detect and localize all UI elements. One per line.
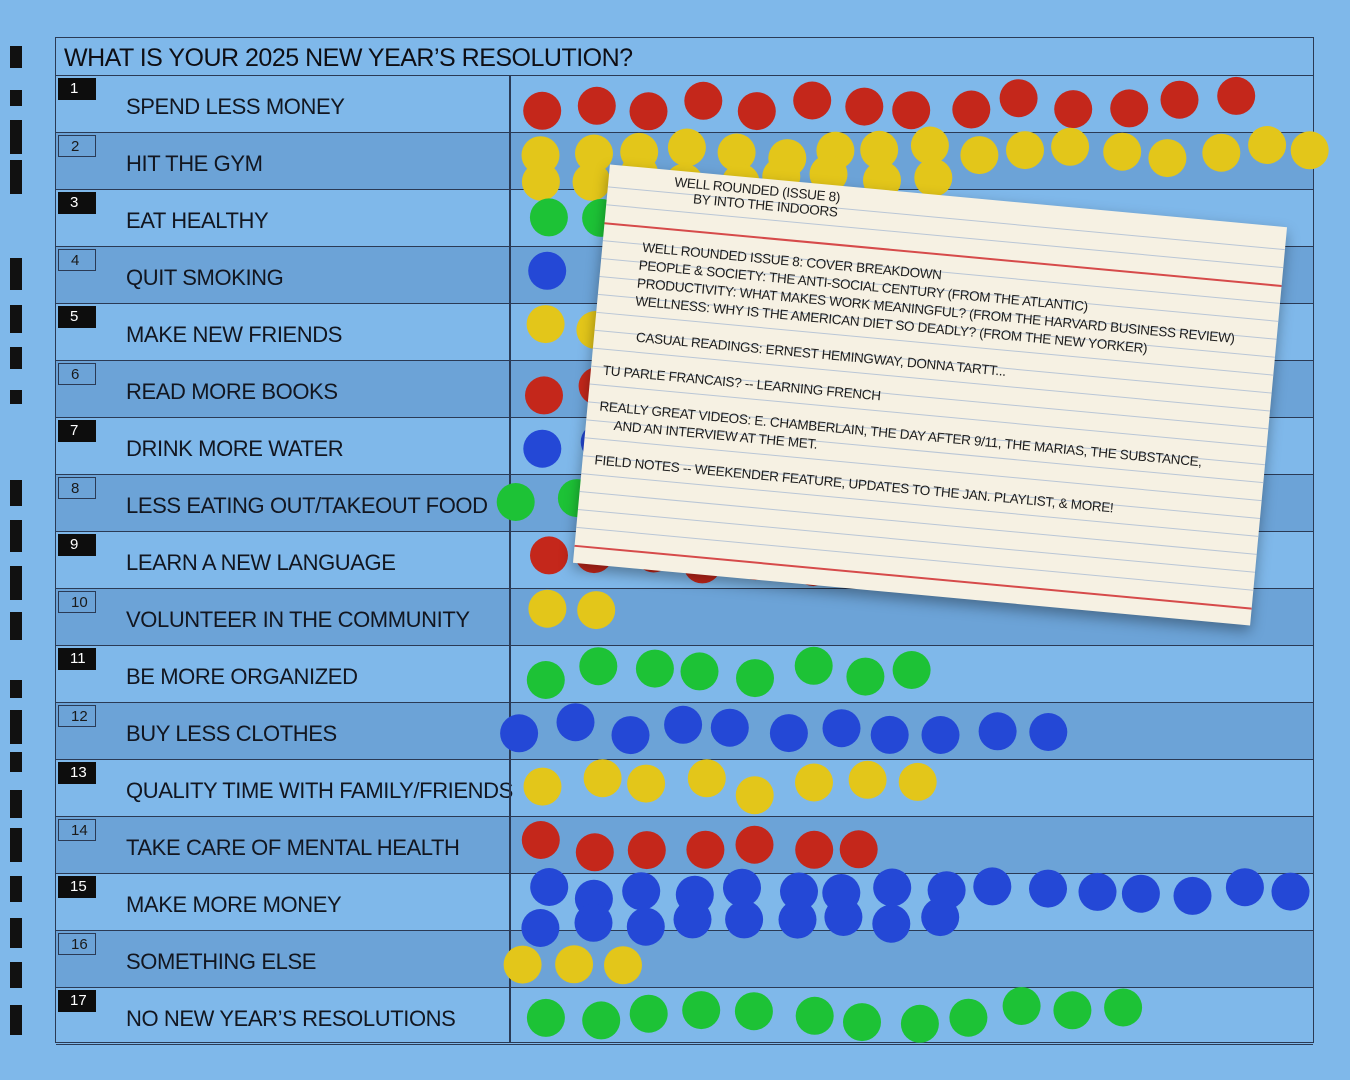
row-label: EAT HEALTHY	[126, 208, 269, 233]
row-number: 4	[58, 249, 96, 271]
edge-mark	[10, 305, 22, 333]
row-number: 5	[58, 306, 96, 328]
edge-mark	[10, 1005, 22, 1035]
edge-mark	[10, 962, 22, 988]
row-label: TAKE CARE OF MENTAL HEALTH	[126, 835, 460, 860]
resolution-row: 9 LEARN A NEW LANGUAGE	[56, 532, 1313, 589]
row-number: 10	[58, 591, 96, 613]
index-card: WELL ROUNDED (ISSUE 8) BY INTO THE INDOOR…	[572, 164, 1288, 626]
resolution-row: 13 QUALITY TIME WITH FAMILY/FRIENDS	[56, 760, 1313, 817]
row-label: VOLUNTEER IN THE COMMUNITY	[126, 607, 470, 632]
row-number: 17	[58, 990, 96, 1012]
edge-mark	[10, 876, 22, 902]
resolution-row: 16 SOMETHING ELSE	[56, 931, 1313, 988]
edge-mark	[10, 390, 22, 404]
row-label: QUALITY TIME WITH FAMILY/FRIENDS	[126, 778, 513, 803]
row-label: READ MORE BOOKS	[126, 379, 338, 404]
row-label: BE MORE ORGANIZED	[126, 664, 358, 689]
edge-mark	[10, 612, 22, 640]
edge-mark	[10, 752, 22, 772]
edge-mark	[10, 160, 22, 194]
edge-mark	[10, 566, 22, 600]
row-label: SOMETHING ELSE	[126, 949, 316, 974]
row-label: MAKE MORE MONEY	[126, 892, 342, 917]
edge-mark	[10, 120, 22, 154]
row-number: 13	[58, 762, 96, 784]
row-number: 2	[58, 135, 96, 157]
card-rule-line	[577, 508, 1256, 573]
edge-mark	[10, 520, 22, 552]
column-divider	[509, 76, 511, 1042]
row-label: HIT THE GYM	[126, 151, 263, 176]
resolution-row: 14 TAKE CARE OF MENTAL HEALTH	[56, 817, 1313, 874]
edge-mark	[10, 790, 22, 818]
row-number: 15	[58, 876, 96, 898]
card-rule-line	[579, 491, 1257, 555]
row-number: 9	[58, 534, 96, 556]
row-label: SPEND LESS MONEY	[126, 94, 345, 119]
edge-mark	[10, 90, 22, 106]
edge-mark	[10, 46, 22, 68]
edge-mark	[10, 680, 22, 698]
edge-mark	[10, 258, 22, 290]
row-number: 14	[58, 819, 96, 841]
edge-mark	[10, 828, 22, 862]
row-label: MAKE NEW FRIENDS	[126, 322, 343, 347]
row-number: 16	[58, 933, 96, 955]
board-title: WHAT IS YOUR 2025 NEW YEAR’S RESOLUTION?	[56, 38, 1313, 76]
row-label: LESS EATING OUT/TAKEOUT FOOD	[126, 493, 488, 518]
resolution-row: 11 BE MORE ORGANIZED	[56, 646, 1313, 703]
row-number: 3	[58, 192, 96, 214]
row-number: 8	[58, 477, 96, 499]
row-label: NO NEW YEAR’S RESOLUTIONS	[126, 1006, 456, 1031]
row-label: BUY LESS CLOTHES	[126, 721, 337, 746]
edge-mark	[10, 710, 22, 744]
row-number: 6	[58, 363, 96, 385]
row-number: 7	[58, 420, 96, 442]
edge-mark	[10, 918, 22, 948]
row-label: LEARN A NEW LANGUAGE	[126, 550, 396, 575]
edge-mark	[10, 480, 22, 506]
row-number: 1	[58, 78, 96, 100]
row-label: DRINK MORE WATER	[126, 436, 344, 461]
resolution-row: 12 BUY LESS CLOTHES	[56, 703, 1313, 760]
resolution-row: 1 SPEND LESS MONEY	[56, 76, 1313, 133]
row-number: 12	[58, 705, 96, 727]
edge-mark	[10, 347, 22, 369]
resolution-row: 17 NO NEW YEAR’S RESOLUTIONS	[56, 988, 1313, 1045]
row-number: 11	[58, 648, 96, 670]
resolution-row: 15 MAKE MORE MONEY	[56, 874, 1313, 931]
row-label: QUIT SMOKING	[126, 265, 284, 290]
